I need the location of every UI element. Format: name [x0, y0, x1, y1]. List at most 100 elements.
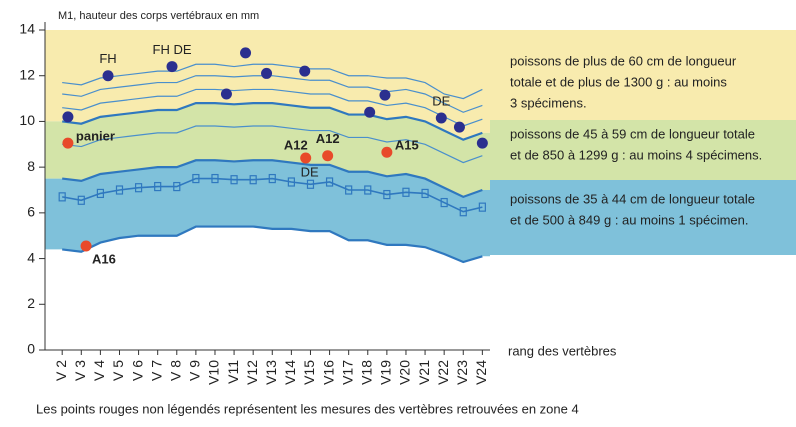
point-label: A15: [395, 138, 419, 153]
x-tick-label: V 2: [53, 360, 69, 381]
line-marker: [134, 183, 143, 193]
x-tick-label: V 6: [129, 360, 145, 381]
series-line: [62, 159, 483, 199]
y-tick-label: 14: [19, 21, 35, 37]
y-tick-label: 8: [27, 158, 35, 174]
x-axis-title: rang des vertèbres: [508, 343, 617, 358]
x-tick-label: V 4: [91, 360, 107, 381]
legend-box: [490, 30, 796, 120]
y-tick-label: 0: [27, 341, 35, 357]
point-label: FH: [99, 51, 116, 66]
x-tick-label: V23: [454, 360, 470, 385]
line-marker: [211, 173, 219, 184]
line-marker: [306, 179, 315, 189]
data-point: [166, 61, 178, 73]
legend-text: totale et de plus de 1300 g : au moins: [510, 74, 727, 89]
point-label: FH DE: [153, 42, 192, 57]
line-marker: [192, 173, 200, 184]
data-point: [322, 150, 334, 162]
band-area: [45, 30, 490, 140]
series-line: [62, 102, 483, 141]
x-tick-label: V10: [206, 360, 222, 385]
series-line: [62, 63, 483, 100]
legend-box: [490, 120, 796, 180]
x-tick-label: V18: [358, 360, 374, 385]
x-tick-label: V19: [378, 360, 394, 385]
line-marker: [58, 192, 66, 202]
legend-text: poissons de 45 à 59 cm de longueur total…: [510, 126, 755, 141]
point-label: DE: [432, 93, 450, 108]
data-point: [435, 112, 447, 124]
legend-text: et de 850 à 1299 g : au moins 4 spécimen…: [510, 147, 762, 162]
data-point: [299, 65, 311, 77]
line-marker: [154, 181, 162, 192]
x-tick-label: V15: [301, 360, 317, 385]
x-tick-label: V 8: [167, 360, 183, 381]
data-point: [102, 70, 114, 82]
data-point: [62, 111, 74, 123]
x-tick-label: V 5: [110, 360, 126, 381]
line-marker: [364, 185, 372, 195]
legend-text: 3 spécimens.: [510, 95, 587, 110]
data-point: [220, 88, 232, 100]
y-tick-label: 12: [19, 66, 35, 82]
x-tick-label: V21: [416, 360, 432, 385]
series-line: [62, 177, 483, 213]
footnote: Les points rouges non légendés représent…: [36, 401, 579, 416]
data-point: [62, 137, 74, 149]
line-marker: [77, 195, 85, 205]
series-line: [62, 88, 483, 127]
x-tick-label: V13: [263, 360, 279, 385]
legend-text: et de 500 à 849 g : au moins 1 spécimen.: [510, 212, 749, 227]
legend-box: [490, 180, 796, 255]
x-tick-label: V22: [435, 360, 451, 385]
line-marker: [249, 175, 257, 185]
line-marker: [421, 188, 429, 199]
line-marker: [268, 173, 276, 184]
legend-text: poissons de plus de 60 cm de longueur: [510, 53, 737, 68]
series-line: [62, 225, 483, 264]
data-point: [240, 47, 252, 59]
data-point: [364, 106, 376, 118]
line-marker: [383, 189, 391, 200]
y-tick-label: 4: [27, 249, 35, 265]
x-tick-label: V11: [225, 360, 241, 384]
x-tick-label: V16: [320, 360, 336, 385]
data-point: [476, 137, 488, 149]
line-marker: [115, 185, 124, 195]
point-note: DE: [301, 164, 319, 179]
x-tick-label: V24: [473, 360, 489, 385]
line-marker: [459, 207, 467, 217]
y-axis-title: M1, hauteur des corps vertébraux en mm: [58, 10, 259, 22]
line-marker: [345, 185, 353, 195]
data-point: [381, 146, 393, 158]
line-marker: [440, 197, 448, 208]
line-marker: [402, 187, 410, 197]
line-marker: [478, 202, 486, 212]
data-point: [300, 152, 312, 164]
series-line: [62, 125, 483, 164]
point-label: panier: [76, 129, 115, 144]
y-tick-label: 2: [27, 295, 35, 311]
data-point: [379, 89, 391, 101]
data-point: [261, 67, 273, 79]
legend-text: poissons de 35 à 44 cm de longueur total…: [510, 191, 755, 206]
x-tick-label: V14: [282, 360, 298, 385]
point-label: A12: [284, 137, 308, 152]
point-label: A16: [92, 251, 116, 266]
band-area: [45, 160, 490, 262]
x-tick-label: V 7: [148, 360, 164, 381]
x-tick-label: V 9: [187, 360, 203, 381]
data-point: [80, 240, 92, 252]
x-tick-label: V 3: [72, 360, 88, 381]
line-marker: [325, 177, 334, 187]
y-tick-label: 6: [27, 204, 35, 220]
y-tick-label: 10: [19, 112, 35, 128]
data-point: [453, 121, 465, 133]
x-tick-label: V20: [397, 360, 413, 385]
x-tick-label: V12: [244, 360, 260, 385]
line-marker: [173, 181, 181, 192]
line-marker: [230, 175, 238, 185]
point-label: A12: [316, 131, 340, 146]
